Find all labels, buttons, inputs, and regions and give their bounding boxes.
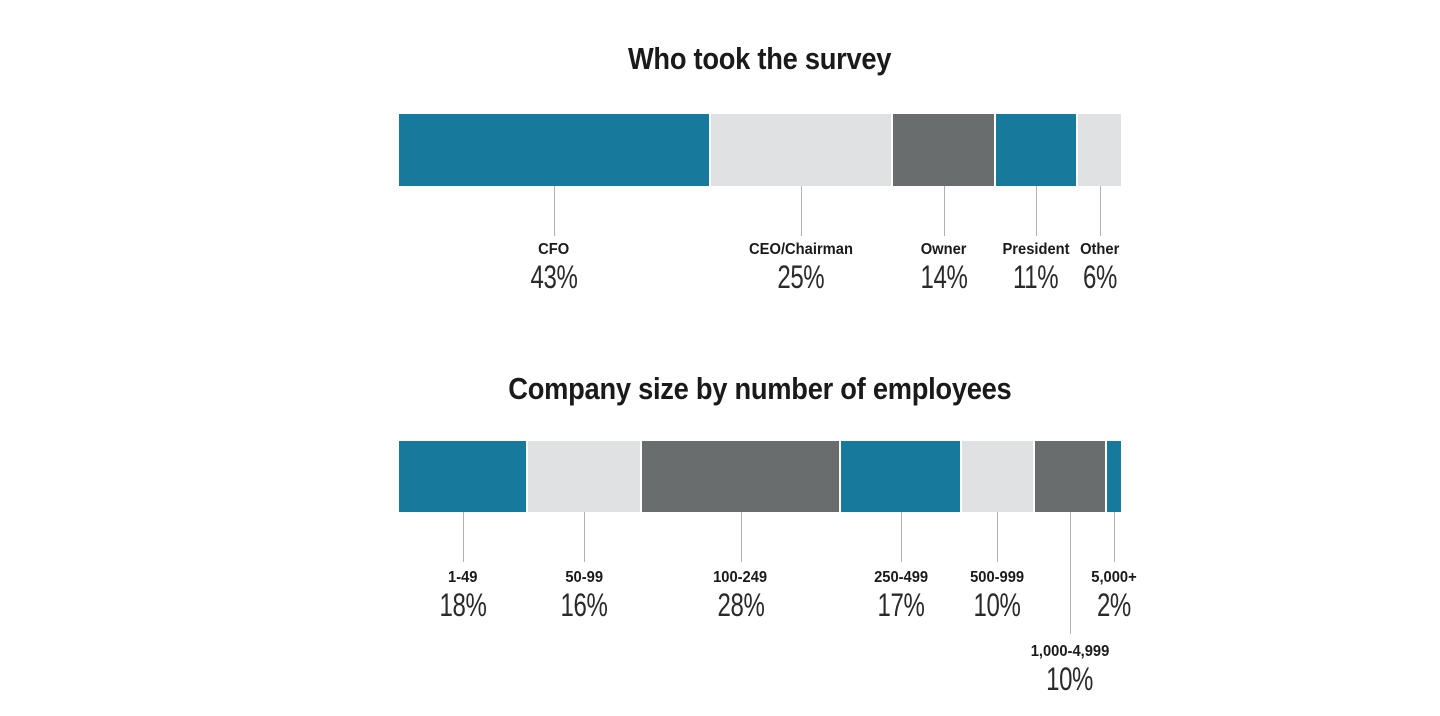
category-label: 1-49	[447, 569, 478, 586]
bar-segment-President	[996, 114, 1076, 186]
segment-label-group: 50-99 16%	[553, 568, 616, 623]
bar-segment-500-999	[962, 441, 1033, 512]
value-label: 28%	[717, 587, 764, 623]
category-label: 5,000+	[1091, 569, 1137, 586]
segment-label-group: 5,000+ 2%	[1089, 568, 1138, 623]
segment-label-group: Owner 14%	[912, 240, 975, 295]
category-label: 250-499	[873, 569, 929, 586]
bar-segment-50-99	[527, 441, 640, 512]
value-label: 17%	[877, 587, 925, 623]
category-label: 50-99	[565, 569, 603, 586]
leader-line	[901, 512, 902, 562]
segment-label-group: CEO/Chairman 25%	[745, 240, 858, 295]
chart-title: Company size by number of employees	[399, 372, 1121, 406]
segment-label-group: President 11%	[999, 240, 1072, 295]
category-label: 100-249	[713, 569, 768, 586]
bar-labels: 1-49 18% 50-99 16% 100-249 28% 250-499 17% 500-9…	[399, 512, 1137, 716]
bar-segment-1,000-4,999	[1034, 441, 1105, 512]
chart-title-text: Company size by number of employees	[508, 371, 1012, 406]
category-label: Owner	[920, 241, 967, 258]
value-label: 18%	[439, 587, 486, 623]
value-label: 25%	[777, 259, 825, 295]
leader-line	[584, 512, 585, 562]
bar-segment-CEO/Chairman	[711, 114, 892, 186]
segment-label-group: CFO 43%	[523, 240, 586, 295]
value-label: 14%	[920, 259, 967, 295]
stacked-bar	[399, 441, 1121, 512]
category-label: President	[1001, 241, 1070, 258]
leader-line	[1114, 512, 1115, 562]
bar-segment-100-249	[642, 441, 839, 512]
leader-line	[1035, 186, 1037, 236]
leader-line	[740, 512, 742, 562]
bar-segment-CFO	[399, 114, 710, 186]
stacked-bar	[399, 114, 1121, 186]
leader-line	[554, 186, 555, 236]
bar-segment-Owner	[893, 114, 995, 186]
chart-company-size: Company size by number of employees 1-49…	[399, 346, 1137, 716]
bar-segment-1-49	[399, 441, 526, 512]
value-label: 43%	[530, 259, 578, 295]
leader-line	[462, 512, 464, 562]
category-label: CFO	[538, 241, 570, 258]
chart-title: Who took the survey	[399, 42, 1121, 76]
leader-line	[1070, 512, 1071, 634]
category-label: CEO/Chairman	[749, 241, 853, 258]
value-label: 11%	[1012, 259, 1059, 295]
leader-line	[997, 512, 998, 562]
segment-label-group: 500-999 10%	[966, 568, 1029, 623]
leader-line	[1099, 186, 1101, 236]
value-label: 10%	[1046, 661, 1094, 697]
bar-segment-Other	[1077, 114, 1121, 186]
segment-label-group: 100-249 28%	[709, 568, 772, 623]
bar-segment-250-499	[840, 441, 961, 512]
segment-label-group: Other 6%	[1077, 240, 1122, 295]
bar-segment-5,000+	[1106, 441, 1121, 512]
value-label: 16%	[560, 587, 608, 623]
value-label: 2%	[1097, 587, 1131, 623]
category-label: 500-999	[969, 569, 1025, 586]
segment-label-group: 250-499 17%	[870, 568, 933, 623]
leader-line	[943, 186, 945, 236]
chart-who-took-survey: Who took the survey CFO 43% CEO/Chairman 25…	[399, 16, 1121, 344]
survey-demographics-infographic: Who took the survey CFO 43% CEO/Chairman 25…	[399, 16, 1137, 695]
category-label: 1,000-4,999	[1030, 643, 1110, 660]
leader-line	[801, 186, 802, 236]
category-label: Other	[1079, 241, 1120, 258]
bar-labels: CFO 43% CEO/Chairman 25% Owner 14% President 11…	[399, 186, 1121, 344]
value-label: 10%	[973, 587, 1021, 623]
value-label: 6%	[1082, 259, 1117, 295]
segment-label-group: 1,000-4,999 10%	[1027, 642, 1112, 697]
segment-label-group: 1-49 18%	[431, 568, 494, 623]
chart-title-text: Who took the survey	[628, 41, 892, 76]
